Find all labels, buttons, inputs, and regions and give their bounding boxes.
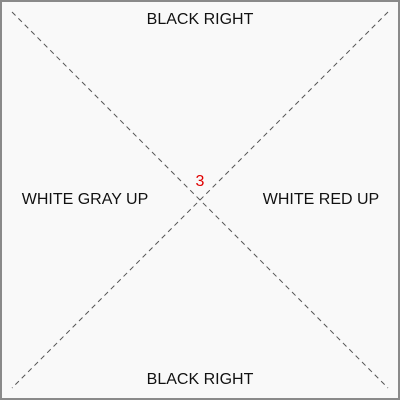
diagonal-line-top-right-to-bottom-left [11,11,389,389]
center-number: 3 [195,173,205,190]
bottom-label: BLACK RIGHT [146,371,254,388]
top-label: BLACK RIGHT [146,11,254,28]
left-label: WHITE GRAY UP [21,191,149,208]
right-label: WHITE RED UP [262,191,380,208]
